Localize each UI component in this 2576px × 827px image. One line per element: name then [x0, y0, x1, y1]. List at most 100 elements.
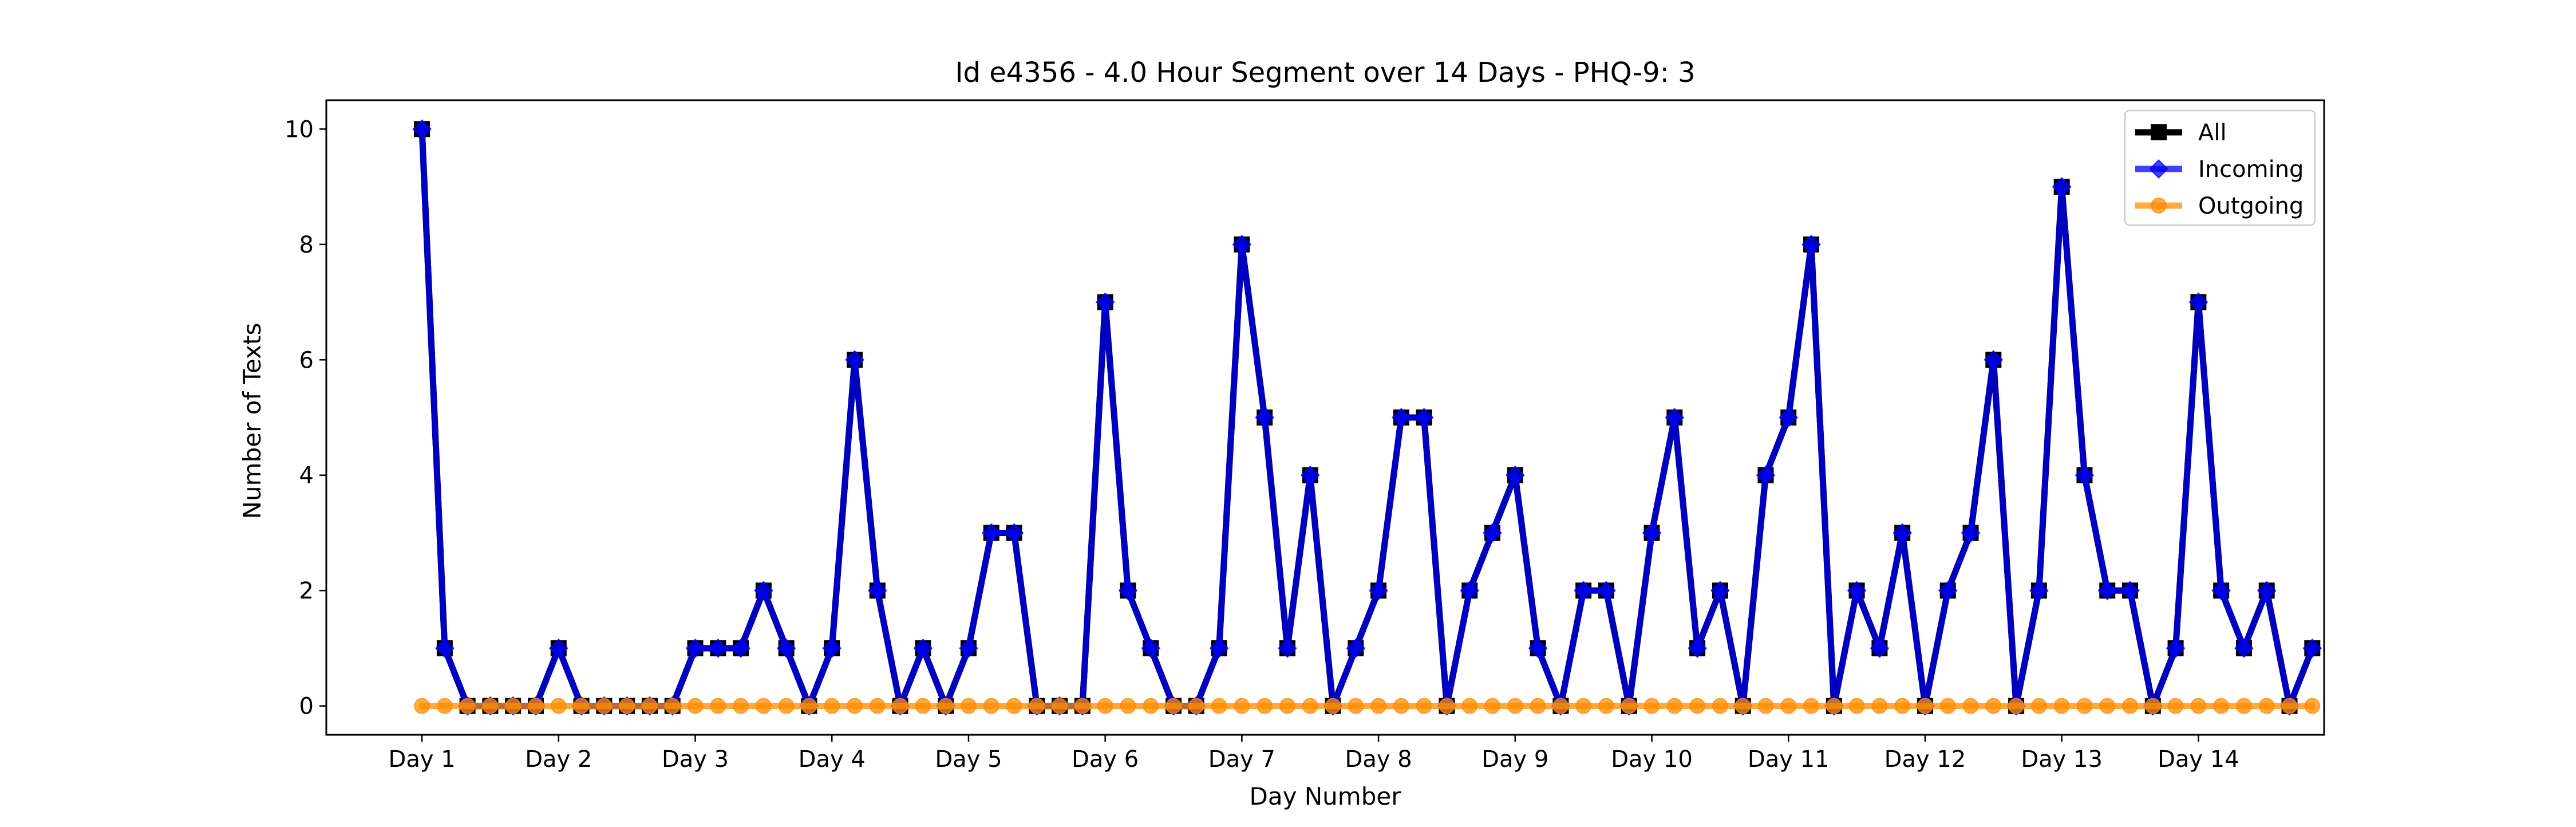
data-point-outgoing [2144, 698, 2161, 714]
data-point-outgoing [1188, 698, 1204, 714]
data-point-incoming [1688, 638, 1708, 658]
data-point-incoming [1779, 407, 1799, 428]
data-point-incoming [1095, 292, 1115, 312]
x-tick-label: Day 7 [1208, 746, 1275, 773]
data-point-incoming [1870, 638, 1890, 658]
data-point-incoming [2166, 638, 2186, 658]
x-tick-label: Day 8 [1345, 746, 1412, 773]
data-point-incoming [1574, 581, 1594, 601]
y-tick-label: 4 [299, 463, 314, 489]
data-point-outgoing [2053, 698, 2070, 714]
data-point-outgoing [2008, 698, 2025, 714]
data-point-outgoing [1803, 698, 1820, 714]
series-outgoing [414, 698, 2321, 714]
data-point-incoming [1710, 581, 1730, 601]
data-point-outgoing [1598, 698, 1614, 714]
data-point-incoming [1893, 523, 1913, 543]
data-point-outgoing [733, 698, 749, 714]
data-point-outgoing [1666, 698, 1683, 714]
data-point-incoming [1118, 581, 1138, 601]
data-point-outgoing [1143, 698, 1159, 714]
data-point-outgoing [528, 698, 544, 714]
data-point-incoming [1277, 638, 1297, 658]
data-point-outgoing [1780, 698, 1797, 714]
legend-marker-outgoing [2151, 198, 2167, 214]
data-point-outgoing [2258, 698, 2275, 714]
x-tick-label: Day 10 [1611, 746, 1693, 773]
data-point-incoming [1369, 581, 1389, 601]
data-point-incoming [1209, 638, 1229, 658]
data-point-incoming [1300, 465, 1320, 485]
x-tick-label: Day 4 [799, 746, 866, 773]
data-point-incoming [1665, 407, 1685, 428]
data-point-outgoing [1871, 698, 1888, 714]
data-point-outgoing [710, 698, 726, 714]
data-point-incoming [1505, 465, 1525, 485]
data-point-outgoing [459, 698, 476, 714]
y-tick-label: 10 [285, 116, 314, 143]
legend-marker-all [2151, 124, 2167, 140]
data-point-outgoing [619, 698, 635, 714]
data-point-outgoing [1165, 698, 1182, 714]
data-point-incoming [2029, 581, 2049, 601]
data-point-outgoing [1006, 698, 1022, 714]
data-point-outgoing [1325, 698, 1341, 714]
data-point-incoming [731, 638, 751, 658]
data-point-outgoing [1848, 698, 1865, 714]
x-tick-label: Day 13 [2021, 746, 2103, 773]
data-point-incoming [822, 638, 842, 658]
data-point-incoming [2120, 581, 2140, 601]
data-point-incoming [1961, 523, 1981, 543]
data-point-outgoing [1234, 698, 1250, 714]
data-point-outgoing [1985, 698, 2002, 714]
legend-label-incoming: Incoming [2198, 156, 2304, 183]
data-point-incoming [1141, 638, 1161, 658]
y-tick-label: 2 [299, 578, 314, 604]
data-point-outgoing [824, 698, 840, 714]
y-axis-label: Number of Texts [238, 323, 266, 519]
data-point-outgoing [1917, 698, 1933, 714]
data-point-incoming [1004, 523, 1024, 543]
data-point-outgoing [1826, 698, 1842, 714]
x-tick-label: Day 12 [1884, 746, 1966, 773]
data-point-outgoing [1120, 698, 1136, 714]
data-point-outgoing [687, 698, 704, 714]
data-point-outgoing [1416, 698, 1432, 714]
y-tick-label: 6 [299, 347, 314, 373]
data-point-outgoing [1393, 698, 1409, 714]
data-point-incoming [2257, 581, 2277, 601]
data-point-outgoing [1484, 698, 1501, 714]
data-point-outgoing [1530, 698, 1546, 714]
data-point-incoming [2302, 638, 2322, 658]
chart-title: Id e4356 - 4.0 Hour Segment over 14 Days… [955, 57, 1695, 89]
data-point-outgoing [847, 698, 863, 714]
data-point-outgoing [915, 698, 931, 714]
data-point-outgoing [1257, 698, 1273, 714]
data-point-incoming [753, 581, 773, 601]
data-point-outgoing [1894, 698, 1911, 714]
data-point-outgoing [550, 698, 567, 714]
data-point-incoming [2052, 177, 2072, 197]
x-tick-label: Day 14 [2158, 746, 2239, 773]
data-point-outgoing [1962, 698, 1979, 714]
data-point-incoming [2097, 581, 2117, 601]
data-point-outgoing [1279, 698, 1295, 714]
x-tick-label: Day 1 [389, 746, 456, 773]
data-point-outgoing [983, 698, 999, 714]
x-tick-label: Day 5 [935, 746, 1002, 773]
data-point-incoming [1984, 350, 2004, 370]
data-point-outgoing [1735, 698, 1751, 714]
data-point-outgoing [414, 698, 430, 714]
data-point-outgoing [2076, 698, 2093, 714]
legend-label-outgoing: Outgoing [2198, 193, 2304, 219]
x-tick-label: Day 3 [662, 746, 729, 773]
data-point-outgoing [1052, 698, 1068, 714]
data-point-outgoing [505, 698, 521, 714]
data-point-incoming [1346, 638, 1366, 658]
data-point-incoming [1232, 234, 1252, 254]
legend-label-all: All [2198, 120, 2227, 146]
data-point-incoming [2188, 292, 2208, 312]
data-point-outgoing [755, 698, 772, 714]
data-point-incoming [981, 523, 1001, 543]
